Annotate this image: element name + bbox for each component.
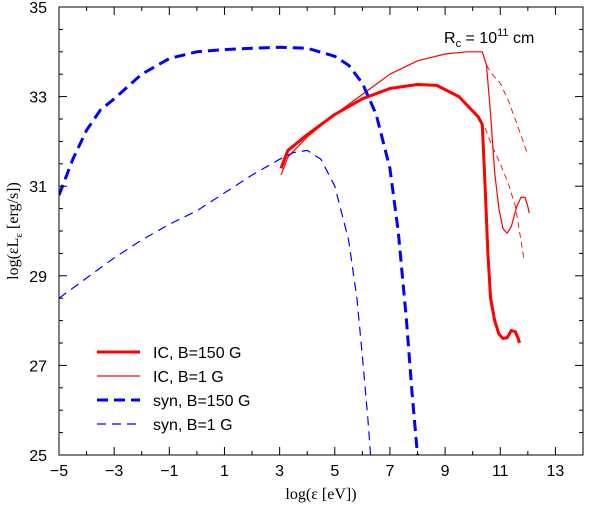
annotation-prefix: R [444, 30, 456, 47]
y-tick-label: 35 [29, 0, 47, 17]
y-axis-label-main: log(εL [5, 238, 22, 280]
radius-annotation: Rc = 1011 cm [444, 27, 534, 50]
y-tick-label: 29 [29, 269, 47, 286]
y-tick-label: 25 [29, 448, 47, 465]
series-line-2 [486, 64, 529, 155]
legend-label: IC, B=1 G [153, 369, 224, 386]
x-tick-label: −5 [50, 463, 68, 480]
y-tick-label: 33 [29, 90, 47, 107]
legend-label: syn, B=1 G [153, 417, 233, 434]
y-tick-label: 31 [29, 179, 47, 196]
series-line-3 [484, 127, 525, 258]
x-axis-label: log(ε [eV]) [285, 486, 356, 503]
x-tick-label: 9 [441, 463, 450, 480]
y-tick-label: 27 [29, 358, 47, 375]
annotation-sup: 11 [497, 27, 508, 39]
series-line-1 [280, 51, 530, 234]
x-tick-label: 13 [547, 463, 565, 480]
y-axis-label: log(εLε [erg/s]) [5, 182, 25, 280]
legend-label: syn, B=150 G [153, 393, 250, 410]
y-axis-label-sub: ε [13, 233, 25, 238]
x-tick-label: 7 [385, 463, 394, 480]
x-tick-label: 3 [275, 463, 284, 480]
series-layer [59, 45, 530, 455]
x-tick-label: 11 [492, 463, 509, 480]
legend-item-syn-1: syn, B=1 G [97, 417, 233, 434]
x-tick-label: 1 [220, 463, 229, 480]
legend-item-ic-150: IC, B=150 G [97, 345, 242, 362]
legend-item-ic-1: IC, B=1 G [97, 369, 224, 386]
series-line-4 [59, 45, 419, 455]
x-tick-label: 5 [330, 463, 339, 480]
series-line-0 [279, 83, 522, 344]
legend-item-syn-150: syn, B=150 G [97, 393, 250, 410]
x-tick-label: −3 [105, 463, 123, 480]
y-axis-label-tail: [erg/s]) [5, 182, 22, 233]
legend-label: IC, B=150 G [153, 345, 242, 362]
series-line-5 [59, 149, 372, 455]
x-tick-label: −1 [160, 463, 178, 480]
annotation-suffix: cm [509, 30, 535, 47]
legend: IC, B=150 G IC, B=1 G syn, B=150 G syn, … [97, 345, 250, 434]
annotation-mid: = 10 [461, 30, 497, 47]
annotation-sub: c [456, 38, 462, 50]
